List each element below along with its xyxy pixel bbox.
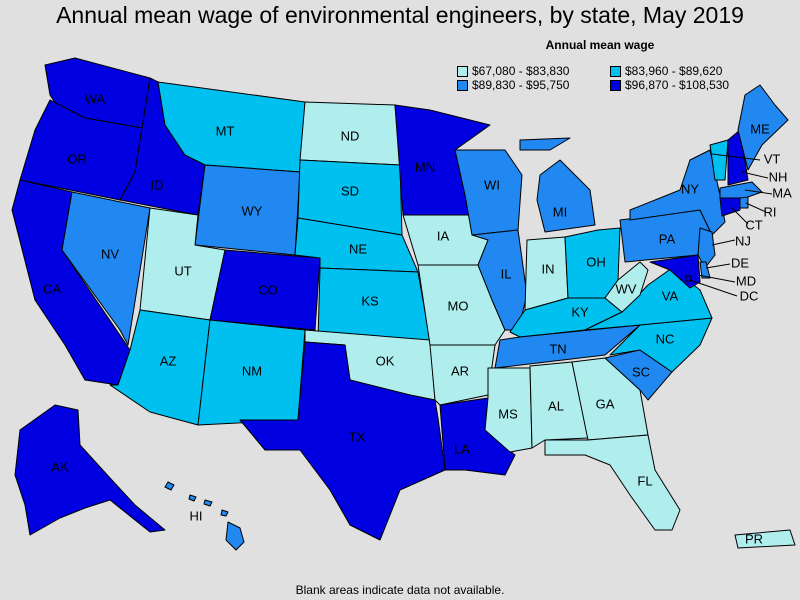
legend-label-1: $67,080 - $83,830 (472, 64, 570, 78)
state-label-ma: MA (772, 185, 792, 200)
legend-swatch-4 (610, 79, 621, 91)
legend-swatch-1 (457, 65, 468, 77)
map-title: Annual mean wage of environmental engine… (56, 2, 744, 28)
vt-leader-line (711, 153, 761, 161)
state-label-co: CO (258, 282, 278, 297)
state-label-wi: WI (484, 177, 500, 192)
state-pr[interactable] (734, 529, 796, 549)
state-label-ct: CT (745, 217, 762, 232)
state-label-wa: WA (85, 91, 106, 106)
dc-leader-line (689, 279, 738, 297)
footnote: Blank areas indicate data not available. (295, 583, 505, 597)
state-label-pr: PR (745, 531, 763, 546)
state-label-id: ID (151, 177, 164, 192)
state-label-fl: FL (637, 473, 652, 488)
state-label-de: DE (731, 255, 749, 270)
ma-leader-line (744, 189, 773, 195)
state-ar[interactable] (429, 344, 496, 406)
state-ga[interactable] (571, 357, 649, 441)
state-label-mt: MT (216, 123, 235, 138)
state-label-il: IL (501, 266, 512, 281)
legend-item-1: $67,080 - $83,830 (457, 64, 569, 78)
state-mi[interactable] (519, 137, 596, 233)
state-label-tx: TX (349, 429, 366, 444)
state-label-ar: AR (451, 363, 469, 378)
state-label-mi: MI (553, 204, 567, 219)
state-label-wv: WV (616, 281, 637, 296)
state-vt[interactable] (709, 139, 729, 181)
de-leader-line (705, 263, 731, 269)
state-label-tn: TN (549, 341, 566, 356)
state-label-ky: KY (571, 304, 589, 319)
state-co[interactable] (209, 249, 321, 331)
state-ri[interactable] (739, 196, 749, 209)
legend-swatch-2 (610, 65, 621, 77)
legend-label-2: $83,960 - $89,620 (625, 64, 723, 78)
state-label-ak: AK (51, 459, 69, 474)
state-label-or: OR (67, 151, 87, 166)
state-label-nm: NM (242, 363, 262, 378)
legend-item-4: $96,870 - $108,530 (610, 78, 729, 92)
state-label-va: VA (662, 288, 679, 303)
legend-title: Annual mean wage (545, 38, 655, 52)
state-wv[interactable] (604, 261, 649, 313)
legend-label-4: $96,870 - $108,530 (625, 78, 730, 92)
state-label-ut: UT (174, 263, 191, 278)
state-label-sc: SC (632, 364, 650, 379)
state-label-nh: NH (769, 169, 788, 184)
state-label-ia: IA (437, 228, 450, 243)
state-label-nv: NV (101, 246, 119, 261)
state-tn[interactable] (494, 324, 641, 369)
state-label-ne: NE (349, 241, 367, 256)
ct-leader-line (731, 207, 749, 225)
state-label-nj: NJ (735, 233, 751, 248)
state-label-al: AL (548, 398, 564, 413)
legend-item-2: $83,960 - $89,620 (610, 64, 722, 78)
state-label-az: AZ (160, 353, 177, 368)
legend-label-3: $89,830 - $95,750 (472, 78, 570, 92)
state-label-ny: NY (681, 181, 699, 196)
state-label-ok: OK (376, 353, 395, 368)
state-label-pa: PA (659, 231, 676, 246)
state-me[interactable] (737, 84, 789, 171)
state-label-sd: SD (341, 183, 359, 198)
state-label-me: ME (750, 121, 770, 136)
state-fl[interactable] (544, 434, 681, 531)
state-nj[interactable] (697, 227, 716, 269)
ri-leader-line (745, 202, 767, 213)
state-label-in: IN (542, 261, 555, 276)
legend-item-3: $89,830 - $95,750 (457, 78, 569, 92)
state-label-nc: NC (656, 331, 675, 346)
state-label-dc: DC (740, 288, 759, 303)
state-de[interactable] (699, 261, 711, 279)
state-label-mo: MO (448, 298, 469, 313)
state-tx[interactable] (239, 341, 446, 541)
state-il[interactable] (471, 229, 528, 331)
nj-leader-line (711, 239, 736, 246)
state-ak[interactable] (14, 404, 166, 536)
state-label-ri: RI (764, 204, 777, 219)
state-label-ks: KS (361, 293, 379, 308)
state-ma[interactable] (719, 181, 763, 199)
state-label-nd: ND (341, 128, 360, 143)
legend-swatch-3 (457, 79, 468, 91)
state-label-mn: MN (415, 159, 435, 174)
state-nv[interactable] (61, 191, 151, 346)
state-label-md: MD (736, 273, 756, 288)
state-dc[interactable] (685, 275, 692, 282)
state-al[interactable] (529, 361, 589, 449)
state-label-ca: CA (43, 281, 61, 296)
state-hi[interactable] (164, 481, 245, 551)
state-label-hi: HI (190, 508, 203, 523)
state-label-oh: OH (586, 254, 606, 269)
state-label-la: LA (454, 441, 470, 456)
state-label-ms: MS (498, 406, 518, 421)
state-label-vt: VT (764, 151, 781, 166)
state-label-ga: GA (596, 396, 615, 411)
md-leader-line (697, 274, 736, 283)
nh-leader-line (741, 171, 769, 179)
state-label-wy: WY (242, 203, 263, 218)
